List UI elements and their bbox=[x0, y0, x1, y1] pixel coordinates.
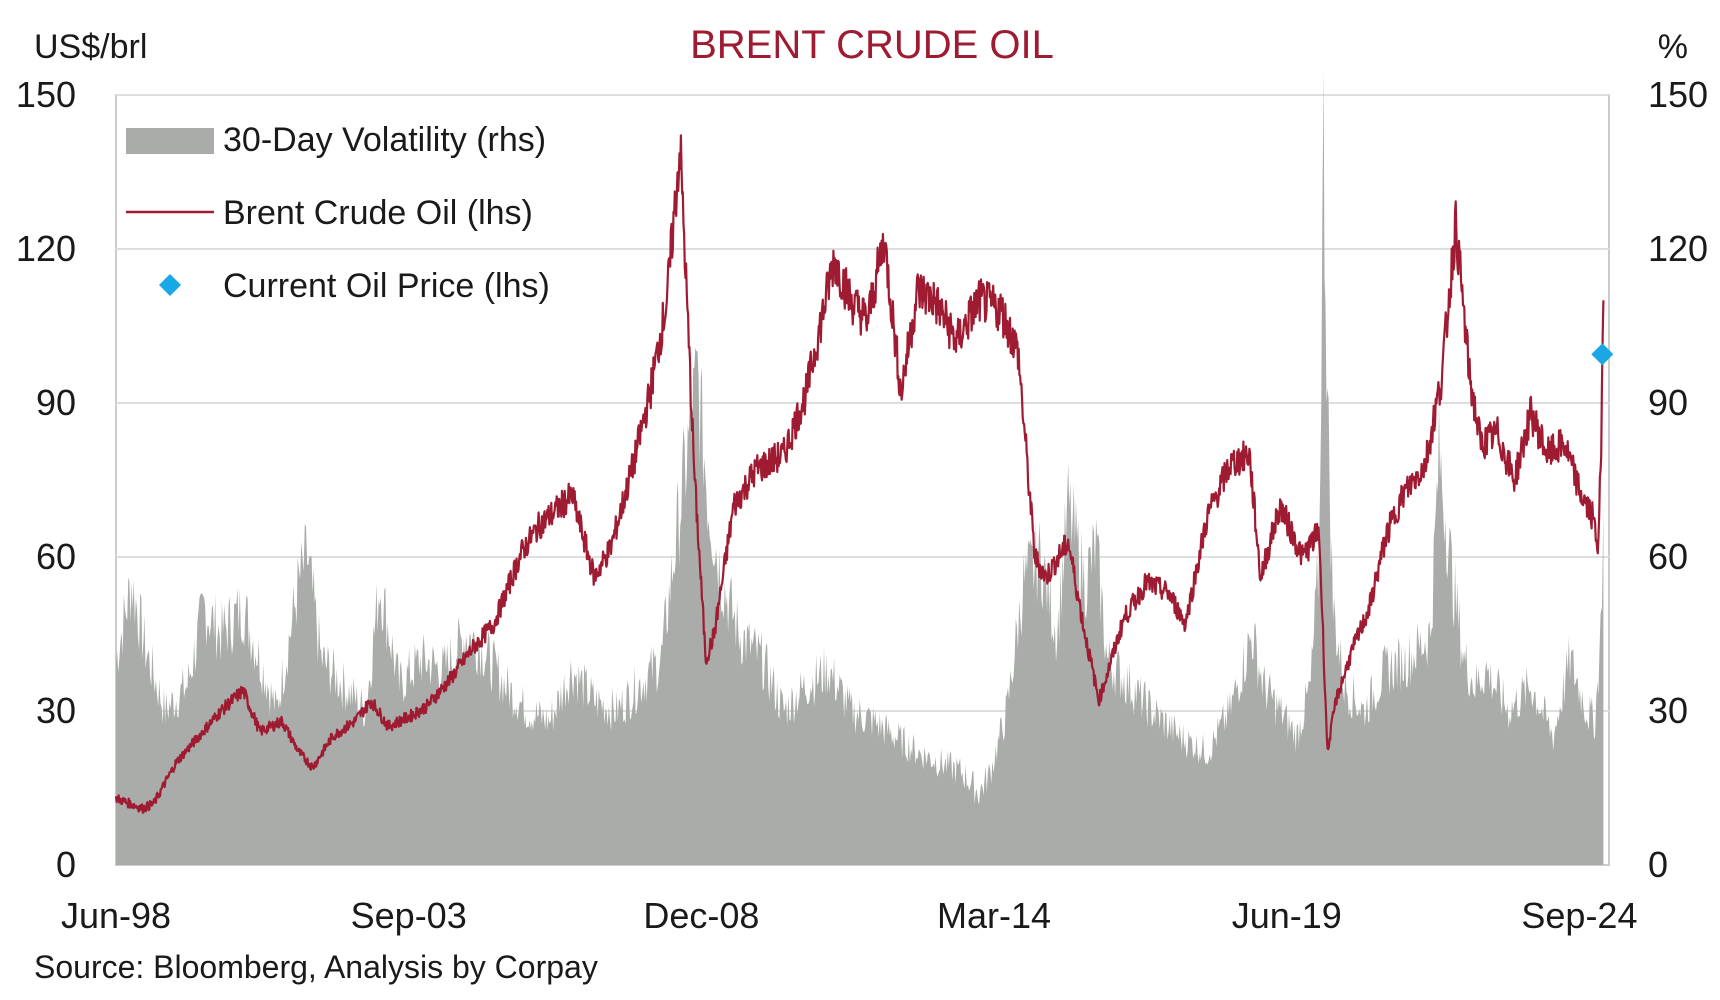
volatility-layer bbox=[116, 69, 1604, 866]
right-tick-label: 90 bbox=[1648, 382, 1688, 423]
legend-swatch-current bbox=[159, 274, 181, 296]
right-tick-label: 0 bbox=[1648, 844, 1668, 885]
right-axis-title: % bbox=[1658, 28, 1688, 66]
left-axis-title: US$/brl bbox=[34, 28, 147, 66]
axis-ticks: 0 30 60 90 120 150 0 30 60 90 120 150 Jun-98 Sep-03 De… bbox=[16, 74, 1708, 936]
brent-line bbox=[114, 134, 1605, 814]
current-price-layer bbox=[1591, 343, 1614, 366]
legend-label-current: Current Oil Price (lhs) bbox=[223, 267, 550, 305]
x-tick-label: Sep-24 bbox=[1521, 895, 1637, 936]
left-tick-label: 150 bbox=[16, 74, 76, 115]
right-tick-label: 30 bbox=[1648, 690, 1688, 731]
legend-label-brent: Brent Crude Oil (lhs) bbox=[223, 194, 533, 232]
source-note: Source: Bloomberg, Analysis by Corpay bbox=[34, 949, 598, 985]
legend-swatch-volatility bbox=[126, 128, 214, 154]
chart-title: BRENT CRUDE OIL bbox=[690, 23, 1054, 67]
x-tick-label: Sep-03 bbox=[351, 895, 467, 936]
x-tick-label: Jun-98 bbox=[61, 895, 171, 936]
current-price-marker bbox=[1591, 343, 1614, 366]
legend: 30-Day Volatility (rhs) Brent Crude Oil … bbox=[126, 121, 550, 305]
right-tick-label: 120 bbox=[1648, 228, 1708, 269]
left-tick-label: 120 bbox=[16, 228, 76, 269]
left-tick-label: 30 bbox=[36, 690, 76, 731]
x-tick-label: Mar-14 bbox=[937, 895, 1051, 936]
legend-label-volatility: 30-Day Volatility (rhs) bbox=[223, 121, 546, 159]
left-tick-label: 0 bbox=[56, 844, 76, 885]
grid-lines bbox=[116, 94, 1609, 712]
x-tick-label: Jun-19 bbox=[1232, 895, 1342, 936]
left-tick-label: 60 bbox=[36, 536, 76, 577]
volatility-area bbox=[116, 69, 1604, 866]
right-tick-label: 60 bbox=[1648, 536, 1688, 577]
left-tick-label: 90 bbox=[36, 382, 76, 423]
x-tick-label: Dec-08 bbox=[643, 895, 759, 936]
right-tick-label: 150 bbox=[1648, 74, 1708, 115]
brent-layer bbox=[114, 134, 1605, 814]
